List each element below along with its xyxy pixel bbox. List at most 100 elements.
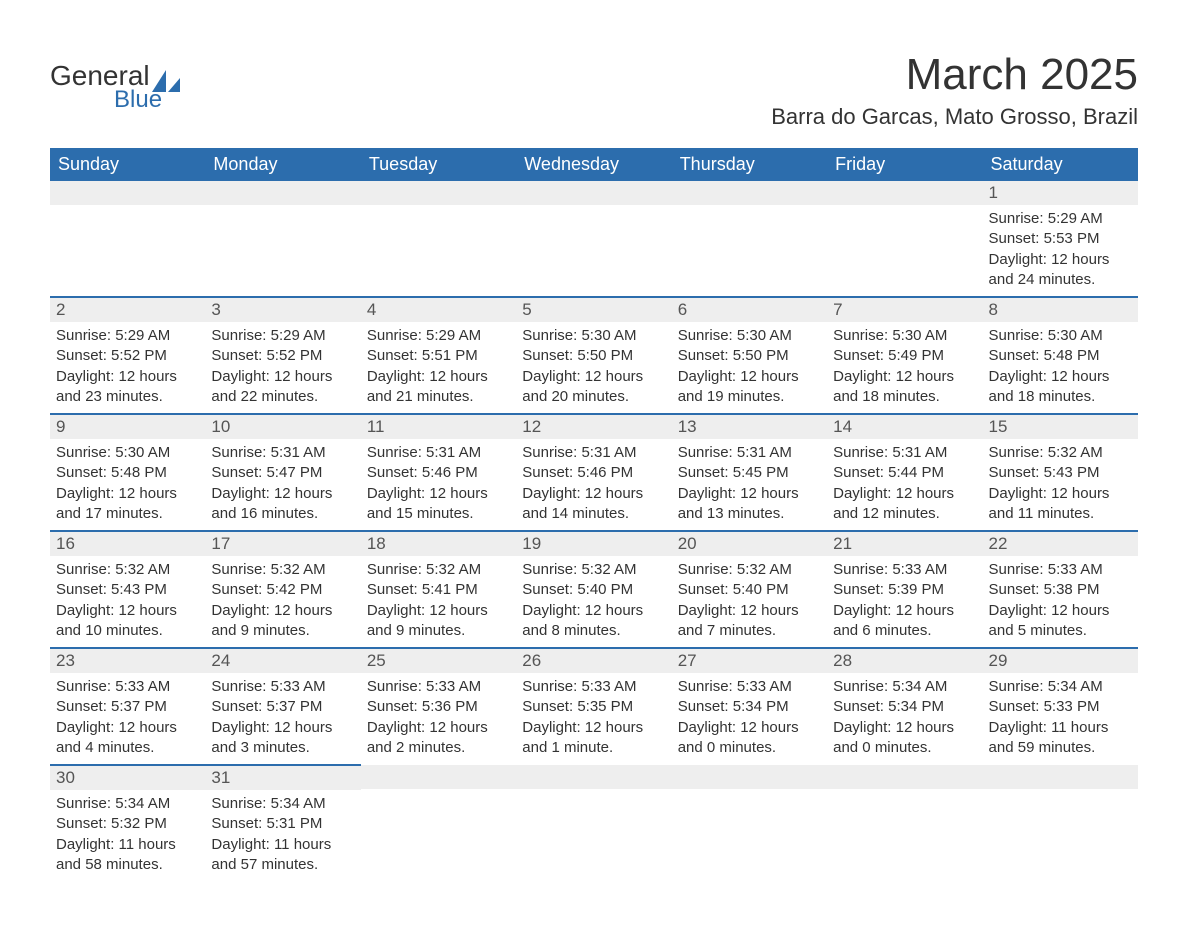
- day-details: Sunrise: 5:34 AMSunset: 5:34 PMDaylight:…: [827, 673, 982, 764]
- sunset-line: Sunset: 5:36 PM: [367, 697, 510, 717]
- day-number: 31: [205, 766, 360, 790]
- calendar-day-cell: 2 Sunrise: 5:29 AMSunset: 5:52 PMDaylight…: [50, 297, 205, 414]
- day-number: 13: [672, 415, 827, 439]
- day-details: Sunrise: 5:33 AMSunset: 5:39 PMDaylight:…: [827, 556, 982, 647]
- weekday-header-cell: Tuesday: [361, 148, 516, 181]
- calendar-week-row: 23Sunrise: 5:33 AMSunset: 5:37 PMDayligh…: [50, 648, 1138, 765]
- calendar-day-cell: 10Sunrise: 5:31 AMSunset: 5:47 PMDayligh…: [205, 414, 360, 531]
- day-details: Sunrise: 5:33 AMSunset: 5:38 PMDaylight:…: [983, 556, 1138, 647]
- day-number: 6: [672, 298, 827, 322]
- day-details: Sunrise: 5:34 AMSunset: 5:31 PMDaylight:…: [205, 790, 360, 881]
- page-header: General Blue March 2025 Barra do Garcas,…: [50, 50, 1138, 138]
- sunset-line: Sunset: 5:45 PM: [678, 463, 821, 483]
- day-details: Sunrise: 5:31 AMSunset: 5:46 PMDaylight:…: [361, 439, 516, 530]
- sunset-line: Sunset: 5:39 PM: [833, 580, 976, 600]
- calendar-empty-cell: [361, 181, 516, 297]
- day-number-bar: [827, 765, 982, 789]
- calendar-day-cell: 3 Sunrise: 5:29 AMSunset: 5:52 PMDaylight…: [205, 297, 360, 414]
- weekday-header-row: SundayMondayTuesdayWednesdayThursdayFrid…: [50, 148, 1138, 181]
- sunrise-line: Sunrise: 5:33 AM: [678, 677, 821, 697]
- day-number: 7: [827, 298, 982, 322]
- calendar-day-cell: 16Sunrise: 5:32 AMSunset: 5:43 PMDayligh…: [50, 531, 205, 648]
- calendar-empty-cell: [50, 181, 205, 297]
- sunset-line: Sunset: 5:44 PM: [833, 463, 976, 483]
- location-subtitle: Barra do Garcas, Mato Grosso, Brazil: [771, 104, 1138, 130]
- day-number: 2: [50, 298, 205, 322]
- calendar-empty-cell: [516, 181, 671, 297]
- daylight-line: Daylight: 12 hours and 7 minutes.: [678, 601, 821, 642]
- daylight-line: Daylight: 12 hours and 23 minutes.: [56, 367, 199, 408]
- sunset-line: Sunset: 5:46 PM: [522, 463, 665, 483]
- calendar-table: SundayMondayTuesdayWednesdayThursdayFrid…: [50, 148, 1138, 881]
- calendar-day-cell: 31Sunrise: 5:34 AMSunset: 5:31 PMDayligh…: [205, 765, 360, 881]
- sunrise-line: Sunrise: 5:32 AM: [211, 560, 354, 580]
- sunset-line: Sunset: 5:42 PM: [211, 580, 354, 600]
- day-details: Sunrise: 5:33 AMSunset: 5:37 PMDaylight:…: [205, 673, 360, 764]
- daylight-line: Daylight: 12 hours and 9 minutes.: [367, 601, 510, 642]
- calendar-day-cell: 23Sunrise: 5:33 AMSunset: 5:37 PMDayligh…: [50, 648, 205, 765]
- sunset-line: Sunset: 5:50 PM: [522, 346, 665, 366]
- sunset-line: Sunset: 5:52 PM: [211, 346, 354, 366]
- weekday-header-cell: Thursday: [672, 148, 827, 181]
- daylight-line: Daylight: 12 hours and 10 minutes.: [56, 601, 199, 642]
- day-number: 9: [50, 415, 205, 439]
- sunrise-line: Sunrise: 5:30 AM: [56, 443, 199, 463]
- day-number: 1: [983, 181, 1138, 205]
- day-number: 26: [516, 649, 671, 673]
- sunset-line: Sunset: 5:40 PM: [678, 580, 821, 600]
- calendar-day-cell: 24Sunrise: 5:33 AMSunset: 5:37 PMDayligh…: [205, 648, 360, 765]
- calendar-empty-cell: [672, 181, 827, 297]
- day-number: 30: [50, 766, 205, 790]
- calendar-day-cell: 4Sunrise: 5:29 AMSunset: 5:51 PMDaylight…: [361, 297, 516, 414]
- day-number: 21: [827, 532, 982, 556]
- sunrise-line: Sunrise: 5:33 AM: [56, 677, 199, 697]
- daylight-line: Daylight: 12 hours and 12 minutes.: [833, 484, 976, 525]
- sunset-line: Sunset: 5:50 PM: [678, 346, 821, 366]
- day-number: 15: [983, 415, 1138, 439]
- weekday-header-cell: Monday: [205, 148, 360, 181]
- daylight-line: Daylight: 11 hours and 59 minutes.: [989, 718, 1132, 759]
- daylight-line: Daylight: 12 hours and 1 minute.: [522, 718, 665, 759]
- sunrise-line: Sunrise: 5:31 AM: [522, 443, 665, 463]
- sunrise-line: Sunrise: 5:29 AM: [211, 326, 354, 346]
- daylight-line: Daylight: 12 hours and 20 minutes.: [522, 367, 665, 408]
- calendar-day-cell: 21Sunrise: 5:33 AMSunset: 5:39 PMDayligh…: [827, 531, 982, 648]
- sunrise-line: Sunrise: 5:32 AM: [367, 560, 510, 580]
- daylight-line: Daylight: 12 hours and 0 minutes.: [833, 718, 976, 759]
- sunset-line: Sunset: 5:34 PM: [833, 697, 976, 717]
- calendar-empty-cell: [516, 765, 671, 881]
- day-number: 17: [205, 532, 360, 556]
- calendar-empty-cell: [672, 765, 827, 881]
- weekday-header-cell: Saturday: [983, 148, 1138, 181]
- sunset-line: Sunset: 5:52 PM: [56, 346, 199, 366]
- calendar-day-cell: 6Sunrise: 5:30 AMSunset: 5:50 PMDaylight…: [672, 297, 827, 414]
- sunrise-line: Sunrise: 5:33 AM: [989, 560, 1132, 580]
- calendar-empty-cell: [983, 765, 1138, 881]
- sunrise-line: Sunrise: 5:33 AM: [833, 560, 976, 580]
- day-details: Sunrise: 5:31 AMSunset: 5:44 PMDaylight:…: [827, 439, 982, 530]
- day-number: 28: [827, 649, 982, 673]
- day-details: Sunrise: 5:33 AMSunset: 5:35 PMDaylight:…: [516, 673, 671, 764]
- sunset-line: Sunset: 5:41 PM: [367, 580, 510, 600]
- sunrise-line: Sunrise: 5:34 AM: [56, 794, 199, 814]
- daylight-line: Daylight: 12 hours and 24 minutes.: [989, 250, 1132, 291]
- day-details: Sunrise: 5:33 AMSunset: 5:34 PMDaylight:…: [672, 673, 827, 764]
- calendar-day-cell: 9Sunrise: 5:30 AMSunset: 5:48 PMDaylight…: [50, 414, 205, 531]
- day-details: Sunrise: 5:30 AMSunset: 5:48 PMDaylight:…: [983, 322, 1138, 413]
- day-number: 20: [672, 532, 827, 556]
- day-number: 4: [361, 298, 516, 322]
- weekday-header-cell: Friday: [827, 148, 982, 181]
- day-number: 14: [827, 415, 982, 439]
- sunrise-line: Sunrise: 5:29 AM: [56, 326, 199, 346]
- sunrise-line: Sunrise: 5:33 AM: [367, 677, 510, 697]
- day-number: 29: [983, 649, 1138, 673]
- sunrise-line: Sunrise: 5:31 AM: [678, 443, 821, 463]
- sunrise-line: Sunrise: 5:31 AM: [833, 443, 976, 463]
- day-number: 3: [205, 298, 360, 322]
- daylight-line: Daylight: 12 hours and 22 minutes.: [211, 367, 354, 408]
- calendar-day-cell: 25Sunrise: 5:33 AMSunset: 5:36 PMDayligh…: [361, 648, 516, 765]
- daylight-line: Daylight: 12 hours and 16 minutes.: [211, 484, 354, 525]
- calendar-day-cell: 17Sunrise: 5:32 AMSunset: 5:42 PMDayligh…: [205, 531, 360, 648]
- sunset-line: Sunset: 5:43 PM: [56, 580, 199, 600]
- calendar-day-cell: 29Sunrise: 5:34 AMSunset: 5:33 PMDayligh…: [983, 648, 1138, 765]
